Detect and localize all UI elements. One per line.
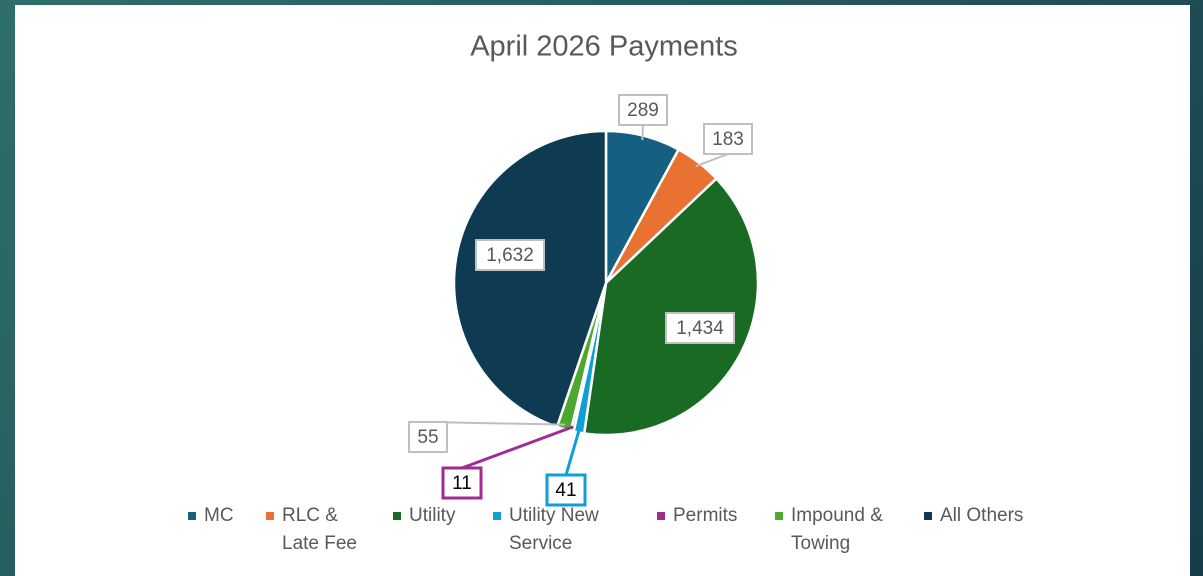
legend-label: Utility [409,505,456,526]
legend-item: Impound & Towing [775,502,900,558]
legend-item: Utility [393,502,483,530]
leader-line [461,425,574,470]
legend-label: Permits [673,505,738,526]
legend-marker [657,512,665,520]
data-label-box [618,94,668,126]
legend-label: Impound & Towing [791,505,883,554]
data-label-box [441,466,483,500]
data-label-box [545,473,587,507]
data-label-box [408,421,448,453]
legend-marker [924,512,932,520]
data-label: 289 [627,100,659,121]
data-label-box [703,123,753,155]
legend-marker [493,512,501,520]
legend-marker [775,512,783,520]
data-label-box [475,239,545,271]
legend-label: RLC & Late Fee [282,505,357,554]
leader-line [695,153,729,168]
legend-marker [188,512,196,520]
pie-slice [582,176,760,437]
legend-item: Utility New Service [493,502,628,558]
legend-marker [393,512,401,520]
chart-title: April 2026 Payments [470,31,738,63]
data-label: 41 [555,480,576,501]
legend-item: Permits [657,502,757,530]
legend-label: Utility New Service [509,505,599,554]
pie-slice [452,129,608,429]
leader-line [641,124,644,141]
data-label-box [665,312,735,344]
data-label: 55 [417,427,438,448]
legend-label: All Others [940,505,1024,526]
leader-line [564,427,582,476]
legend-marker [266,512,274,520]
legend-item: All Others [924,502,1044,530]
data-label: 11 [452,473,472,494]
legend-item: RLC & Late Fee [266,502,361,558]
data-label: 1,632 [486,245,534,266]
leader-line [427,421,566,426]
legend-item: MC [188,502,258,530]
data-label: 1,434 [676,318,724,339]
legend-label: MC [204,505,234,526]
data-label: 183 [712,129,744,150]
